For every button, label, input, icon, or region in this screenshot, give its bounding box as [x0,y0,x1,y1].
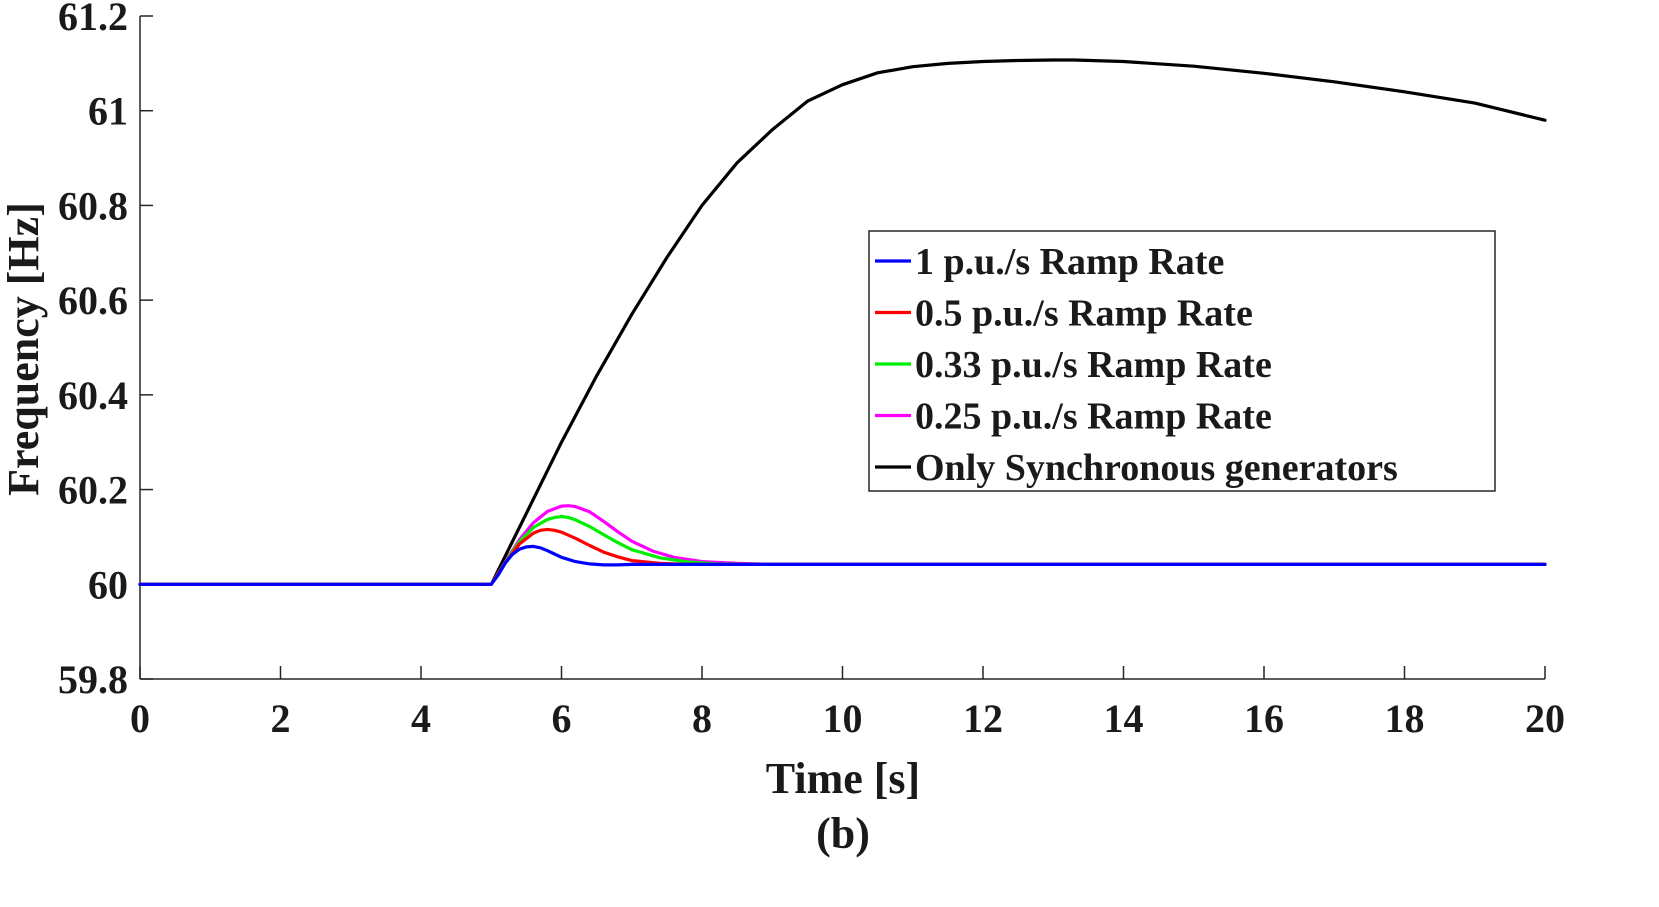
legend-box [868,230,1496,492]
y-tick-label: 61 [88,89,128,134]
x-tick-label: 4 [411,696,431,741]
series-line [138,544,1547,586]
legend-entry: Only Synchronous generators [915,447,1398,489]
y-tick-label: 59.8 [58,657,128,702]
y-axis-label: Frequency [Hz] [0,202,48,496]
series-line [138,514,1547,586]
y-tick-label: 60.6 [58,278,128,323]
x-tick-label: 10 [823,696,863,741]
x-tick-label: 14 [1104,696,1144,741]
x-tick-label: 20 [1525,696,1565,741]
x-axis-label: Time [s] [766,754,920,803]
plot-series [138,58,1547,586]
series-line [138,504,1547,586]
x-tick-label: 18 [1385,696,1425,741]
y-tick-label: 60 [88,562,128,607]
legend: 1 p.u./s Ramp Rate 0.5 p.u./s Ramp Rate 0.… [868,230,1496,492]
legend-entry: 0.25 p.u./s Ramp Rate [915,396,1272,438]
y-tick-label: 60.2 [58,468,128,513]
y-tick-label: 60.4 [58,373,128,418]
legend-entry: 0.33 p.u./s Ramp Rate [915,344,1272,386]
x-tick-label: 12 [963,696,1003,741]
x-tick-label: 0 [130,696,150,741]
axes: 0 2 4 6 8 10 12 14 16 18 20 59.8 60 60.2 60.4 60.6 60.8 6… [58,0,1565,741]
y-tick-label: 60.8 [58,183,128,228]
series-line [138,58,1547,586]
legend-entry: 1 p.u./s Ramp Rate [915,241,1224,283]
x-tick-label: 2 [271,696,291,741]
x-tick-label: 16 [1244,696,1284,741]
x-tick-label: 6 [552,696,572,741]
x-tick-label: 8 [692,696,712,741]
series-line [138,527,1547,586]
y-tick-label: 61.2 [58,0,128,39]
legend-entry: 0.5 p.u./s Ramp Rate [915,293,1253,335]
figure-caption: (b) [816,809,870,858]
